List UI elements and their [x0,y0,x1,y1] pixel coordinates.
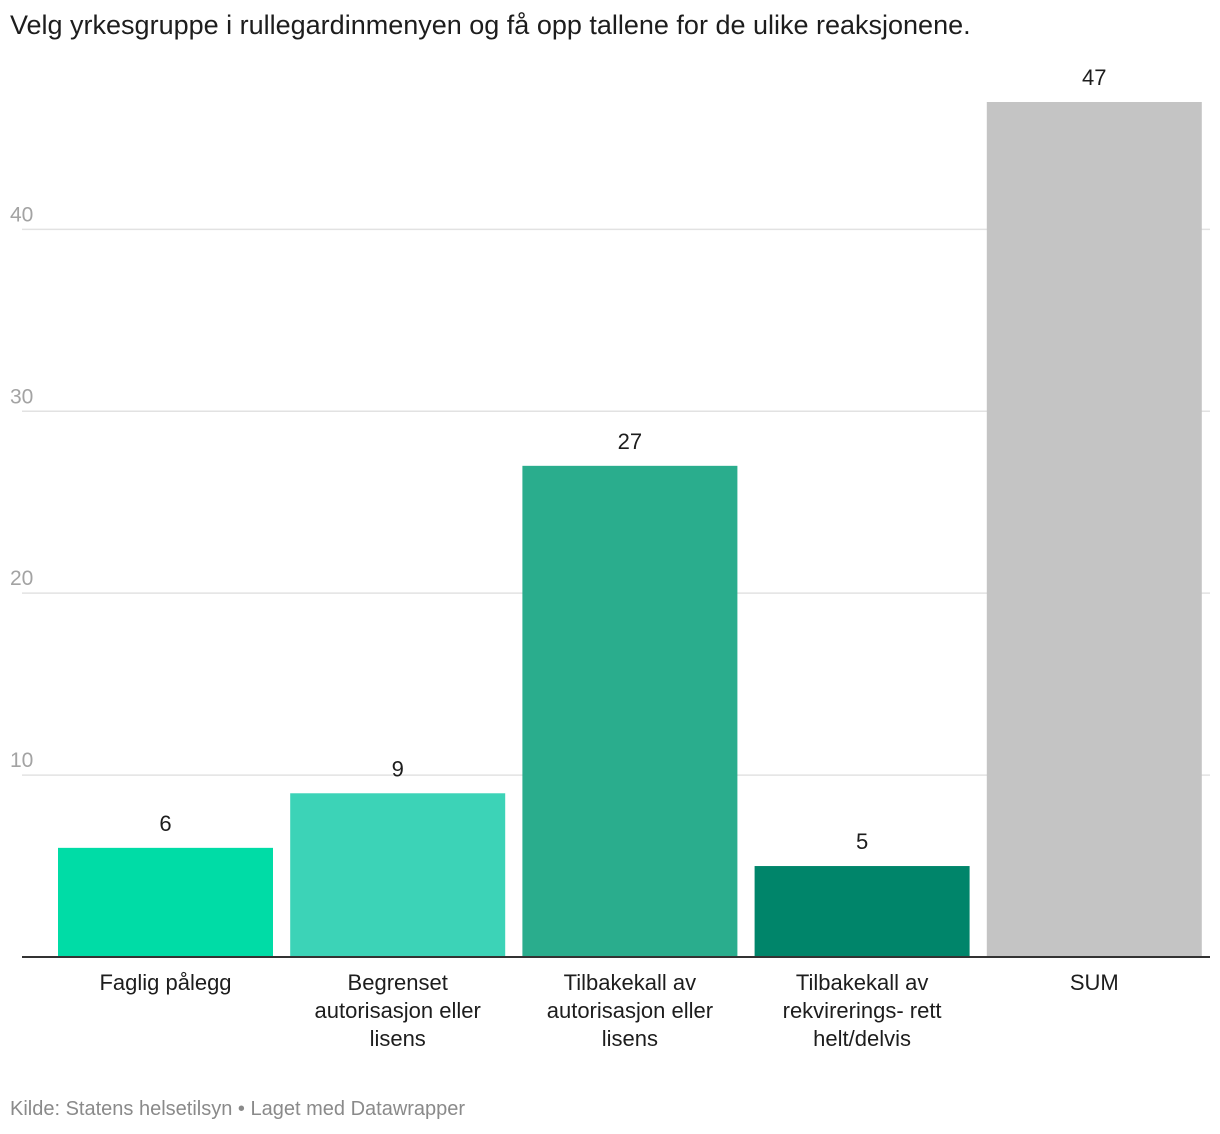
bar [58,847,273,957]
value-label: 5 [856,829,868,854]
category-label: SUM [1070,970,1119,995]
y-tick-label: 20 [10,567,33,590]
y-tick-label: 30 [10,385,33,408]
bar [522,465,738,957]
category-labels: Faglig pålegg Begrenset autorisasjon eller… [99,970,1118,1051]
chart-title: Velg yrkesgruppe i rullegardinmenyen og … [10,10,971,40]
value-label: 9 [392,756,404,781]
value-label: 27 [618,429,642,454]
bar [986,102,1202,957]
category-label: Tilbakekall av rekvirerings- rett helt/del… [783,970,942,1051]
source-label: Kilde: [10,1098,61,1120]
credit: Laget med Datawrapper [250,1098,466,1120]
bar [754,866,970,957]
value-label: 6 [159,811,171,836]
bars [58,102,1202,957]
bar [290,793,506,957]
category-label: Tilbakekall av autorisasjon eller lisens [547,970,713,1051]
footer: Kilde: Statens helsetilsyn • Laget med D… [10,1098,465,1121]
y-tick-label: 10 [10,749,33,772]
category-label: Faglig pålegg [99,970,231,995]
source-name: Statens helsetilsyn [65,1098,233,1120]
footer-separator: • [237,1098,245,1120]
value-labels: 6 9 27 5 47 [159,65,1106,854]
y-tick-label: 40 [10,203,33,226]
category-label: Begrenset autorisasjon eller lisens [315,970,481,1051]
value-label: 47 [1082,65,1106,90]
